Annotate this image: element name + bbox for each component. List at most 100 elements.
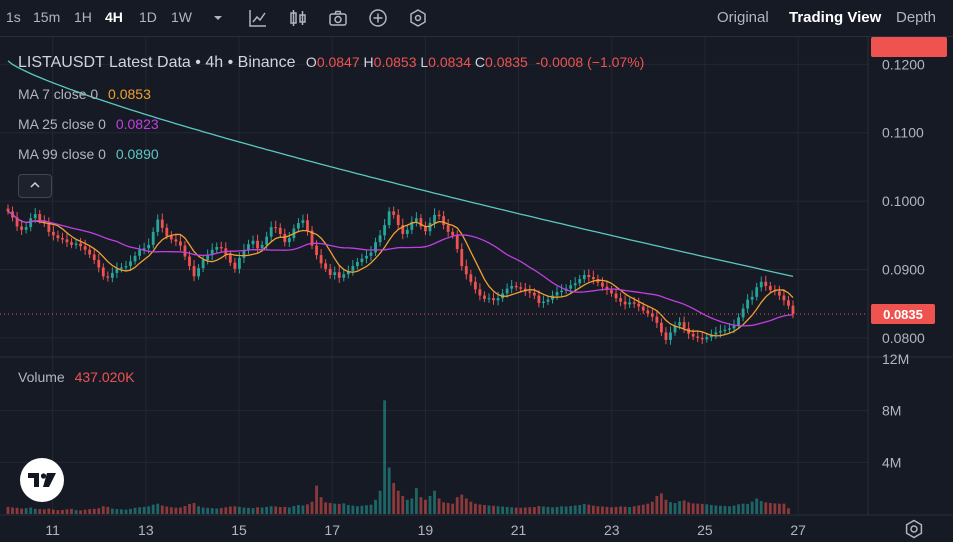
volume-bar <box>596 506 600 514</box>
candle-body <box>605 286 609 291</box>
ma7-label: MA 7 close 0 <box>18 86 99 102</box>
interval-15m[interactable]: 15m <box>33 9 61 25</box>
candle-body <box>210 249 214 256</box>
volume-bar <box>401 495 405 514</box>
volume-bar <box>492 505 495 514</box>
candle-body <box>428 223 432 232</box>
candle-body <box>419 218 423 227</box>
candle-body <box>650 313 654 317</box>
candle-body <box>691 333 695 337</box>
candle-body <box>424 226 427 232</box>
volume-bar <box>660 493 663 514</box>
candle-body <box>519 287 523 289</box>
time-tick-label: 13 <box>138 522 154 538</box>
volume-bar <box>446 503 450 514</box>
candle-body <box>142 248 146 250</box>
volume-bar <box>510 507 514 514</box>
volume-bar <box>33 508 37 514</box>
volume-bar <box>183 505 187 514</box>
interval-1w[interactable]: 1W <box>171 9 192 25</box>
volume-value: 437.020K <box>74 369 135 385</box>
candle-body <box>641 306 645 311</box>
open-value: 0.0847 <box>316 54 360 70</box>
volume-bar <box>6 506 10 514</box>
volume-bar <box>623 506 627 514</box>
price-chart[interactable]: 0.0835 0.1200 0.1100 0.1000 0.0900 0.0800 12M 8… <box>0 37 953 542</box>
candle-body <box>101 267 105 277</box>
candle-body <box>560 290 563 293</box>
volume-bar <box>696 503 700 514</box>
candle-body <box>233 262 237 269</box>
candle-body <box>70 242 73 245</box>
volume-bar <box>610 507 613 514</box>
volume-bar <box>206 507 210 514</box>
volume-bar <box>360 505 364 514</box>
high-value: 0.0853 <box>373 54 417 70</box>
candle-body <box>555 292 559 296</box>
volume-bar <box>328 503 332 514</box>
view-tab-depth[interactable]: Depth <box>896 9 937 26</box>
volume-bar <box>773 503 777 514</box>
tradingview-logo[interactable] <box>20 458 64 502</box>
volume-bar <box>256 507 259 514</box>
candle-body <box>360 258 364 262</box>
candle-body <box>179 241 182 246</box>
volume-bar <box>210 508 214 514</box>
candle-body <box>383 225 387 236</box>
candle-body <box>392 211 396 215</box>
legend-collapse-button[interactable] <box>18 174 52 198</box>
settings-hex-icon[interactable] <box>408 8 428 28</box>
candle-body <box>38 214 42 221</box>
candle-body <box>637 303 641 307</box>
interval-1h[interactable]: 1H <box>74 9 92 25</box>
view-tab-original[interactable]: Original <box>717 9 769 26</box>
interval-4h[interactable]: 4H <box>105 9 123 25</box>
candle-body <box>777 291 781 296</box>
volume-bar <box>247 507 250 514</box>
volume-bar <box>306 504 309 514</box>
line-chart-icon[interactable] <box>248 8 268 28</box>
volume-bar <box>737 504 740 514</box>
interval-1d[interactable]: 1D <box>139 9 157 25</box>
candle-body <box>528 291 532 293</box>
candle-body <box>110 272 114 278</box>
candle-body <box>238 257 241 269</box>
candle-body <box>451 231 455 236</box>
add-circle-icon[interactable] <box>368 8 388 28</box>
interval-1s[interactable]: 1s <box>6 9 21 25</box>
volume-bar <box>687 502 691 514</box>
view-tab-trading-view[interactable]: Trading View <box>789 9 882 26</box>
candle-body <box>542 301 545 304</box>
candle-body <box>138 249 141 256</box>
candles-icon[interactable] <box>288 8 308 28</box>
volume-bar <box>11 507 14 514</box>
candle-body <box>65 239 69 243</box>
candle-body <box>405 229 409 234</box>
candle-body <box>610 290 613 294</box>
time-tick-label: 11 <box>45 522 60 538</box>
camera-icon[interactable] <box>328 8 348 28</box>
gear-icon[interactable] <box>904 519 924 539</box>
volume-bar <box>192 503 196 514</box>
candle-body <box>296 223 300 229</box>
price-tick-label: 0.1000 <box>882 193 925 209</box>
volume-bar <box>70 508 73 514</box>
ma7-legend: MA 7 close 0 0.0853 <box>18 86 151 102</box>
candle-body <box>537 295 541 304</box>
volume-tick-label: 12M <box>882 351 909 367</box>
volume-bar <box>746 503 750 514</box>
ma99-value: 0.0890 <box>115 146 159 162</box>
candle-body <box>750 296 754 300</box>
chevron-down-icon[interactable] <box>208 8 228 28</box>
volume-bar <box>723 505 727 514</box>
volume-bar <box>79 510 83 514</box>
volume-bar <box>691 503 695 514</box>
candle-body <box>460 249 464 267</box>
volume-bar <box>179 507 182 514</box>
ma99-line <box>7 60 794 278</box>
interval-label: 4h <box>205 54 224 71</box>
candle-body <box>433 214 436 224</box>
volume-bar <box>129 508 132 514</box>
candle-body <box>737 317 740 326</box>
volume-bar <box>38 509 42 514</box>
